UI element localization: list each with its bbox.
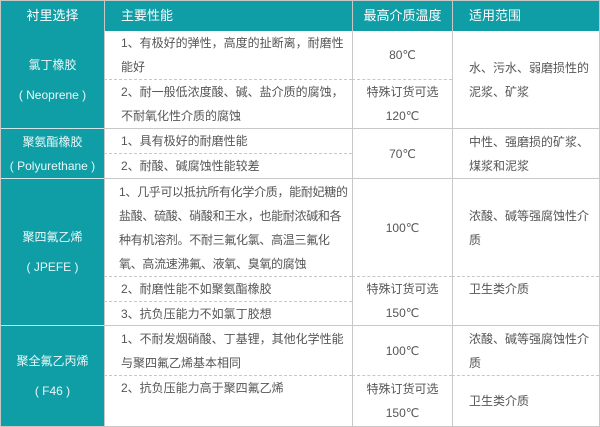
scope-cell: 水、污水、弱磨损性的泥浆、矿浆	[452, 31, 599, 128]
temp-value: 150℃	[385, 306, 420, 320]
header-scope: 适用范围	[452, 1, 599, 31]
property-cell: 1、有极好的弹性，高度的扯断离，耐磨性能好	[104, 31, 352, 79]
property-cell: 2、抗负压能力高于聚四氟乙烯	[104, 375, 352, 426]
property-cell: 1、不耐发烟硝酸、丁基锂，其他化学性能与聚四氟乙烯基本相同	[104, 325, 352, 375]
lining-name-en: ( Neoprene )	[18, 87, 87, 102]
property-cell: 1、几乎可以抵抗所有化学介质，能耐妃糖的盐酸、硫酸、硝酸和王水，也能耐浓碱和各种…	[104, 178, 352, 276]
lining-name: 氯丁橡胶	[28, 57, 77, 72]
scope-cell: 浓酸、碱等强腐蚀性介质	[452, 325, 599, 375]
scope-cell: 中性、强磨损的矿浆、煤浆和泥浆	[452, 128, 599, 178]
lining-name: 聚氨酯橡胶	[22, 134, 83, 149]
property-cell: 2、耐一般低浓度酸、碱、盐介质的腐蚀，不耐氧化性介质的腐蚀	[104, 79, 352, 128]
property-cell: 2、耐酸、碱腐蚀性能较差	[104, 153, 352, 178]
temp-value: 120℃	[385, 109, 420, 123]
header-properties: 主要性能	[104, 1, 352, 31]
lining-cell: 聚四氟乙烯 ( JPEFE )	[1, 178, 104, 325]
property-cell: 1、具有极好的耐磨性能	[104, 128, 352, 153]
temp-note: 特殊订货可选	[366, 282, 439, 296]
lining-name: 聚全氟乙丙烯	[16, 354, 89, 368]
temp-cell: 特殊订货可选 150℃	[352, 375, 452, 426]
temp-cell: 80℃	[352, 31, 452, 79]
lining-cell: 氯丁橡胶 ( Neoprene )	[1, 31, 104, 128]
property-cell: 2、耐磨性能不如聚氨酯橡胶	[104, 276, 352, 301]
lining-name-en: ( Polyurethane )	[9, 158, 96, 173]
temp-note: 特殊订货可选	[366, 382, 439, 396]
scope-cell: 卫生类介质	[452, 375, 599, 426]
temp-note: 特殊订货可选	[366, 85, 439, 99]
temp-cell: 70℃	[352, 128, 452, 178]
lining-cell: 聚全氟乙丙烯 ( F46 )	[1, 325, 104, 426]
header-lining: 衬里选择	[1, 1, 104, 31]
lining-cell: 聚氨酯橡胶 ( Polyurethane )	[1, 128, 104, 178]
temp-value: 150℃	[385, 406, 420, 420]
temp-cell: 特殊订货可选 150℃	[352, 276, 452, 325]
lining-name: 聚四氟乙烯	[22, 230, 83, 244]
header-max-temp: 最高介质温度	[352, 1, 452, 31]
temp-cell: 特殊订货可选 120℃	[352, 79, 452, 128]
lining-name-en: ( JPEFE )	[26, 260, 79, 274]
scope-cell: 卫生类介质	[452, 276, 599, 325]
scope-cell: 浓酸、碱等强腐蚀性介质	[452, 178, 599, 276]
property-cell: 3、抗负压能力不如氯丁胶想	[104, 301, 352, 325]
temp-cell: 100℃	[352, 325, 452, 375]
temp-cell: 100℃	[352, 178, 452, 276]
lining-name-en: ( F46 )	[34, 384, 71, 398]
